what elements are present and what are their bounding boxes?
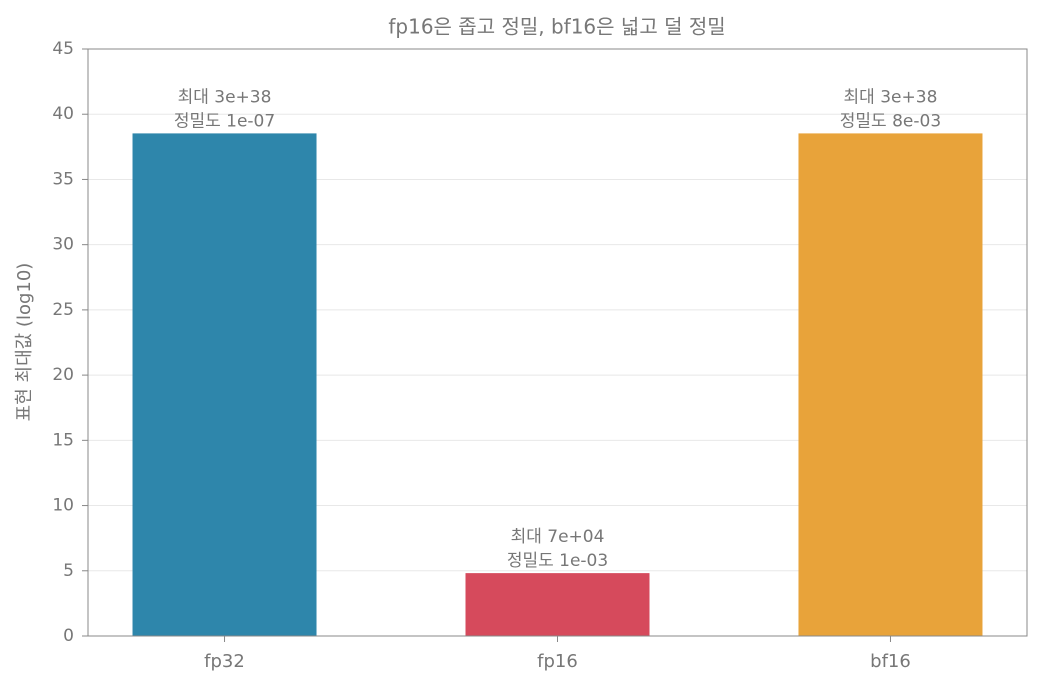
y-tick-label: 45 (52, 39, 74, 59)
bar (798, 133, 983, 636)
bar-annotation: 정밀도 1e-03 (507, 551, 608, 571)
bar-annotation: 최대 3e+38 (844, 87, 938, 107)
bar-annotation: 정밀도 1e-07 (174, 111, 275, 131)
bar (132, 133, 317, 636)
y-tick-label: 10 (52, 496, 74, 516)
y-tick-label: 20 (52, 365, 74, 385)
x-tick-label: bf16 (870, 651, 911, 672)
y-axis-label: 표현 최대값 (log10) (14, 263, 35, 422)
plot-frame (87, 48, 1028, 637)
x-tick-label: fp16 (537, 651, 578, 672)
y-tick-label: 30 (52, 235, 74, 255)
y-tick-label: 40 (52, 104, 74, 124)
chart-title: fp16은 좁고 정밀, bf16은 넓고 덜 정밀 (388, 15, 725, 39)
bar-annotation: 최대 3e+38 (178, 87, 272, 107)
y-tick-label: 0 (63, 626, 74, 646)
bar (465, 573, 650, 636)
bar-annotation: 정밀도 8e-03 (840, 111, 941, 131)
y-tick-label: 15 (52, 430, 74, 450)
y-tick-label: 35 (52, 169, 74, 189)
bar-annotation: 최대 7e+04 (511, 527, 605, 547)
y-tick-label: 25 (52, 300, 74, 320)
y-tick-label: 5 (63, 561, 74, 581)
x-tick-label: fp32 (204, 651, 245, 672)
